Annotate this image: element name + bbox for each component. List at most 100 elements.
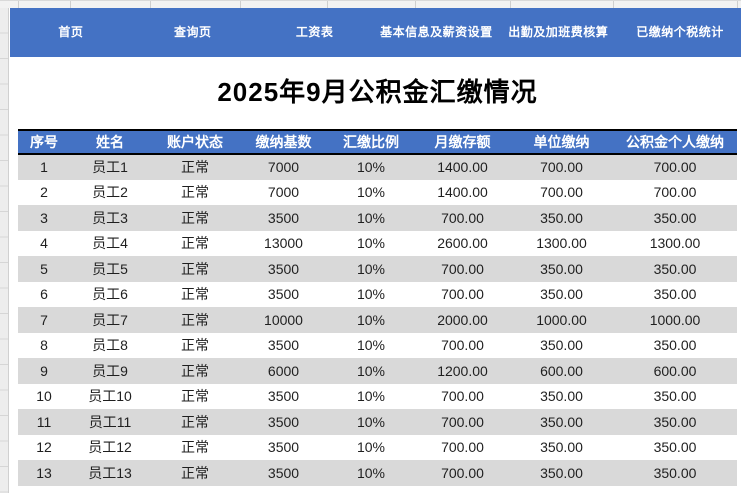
table-cell[interactable]: 700.00 bbox=[415, 256, 510, 282]
table-cell[interactable]: 10% bbox=[327, 434, 415, 460]
table-cell[interactable]: 2 bbox=[18, 179, 70, 205]
table-cell[interactable]: 正常 bbox=[150, 230, 240, 256]
table-cell[interactable]: 350.00 bbox=[613, 256, 737, 282]
column-header[interactable]: 缴纳基数 bbox=[240, 129, 327, 155]
table-cell[interactable]: 350.00 bbox=[613, 332, 737, 358]
table-cell[interactable]: 350.00 bbox=[613, 460, 737, 486]
table-cell[interactable]: 员工2 bbox=[70, 179, 150, 205]
table-cell[interactable]: 正常 bbox=[150, 281, 240, 307]
table-cell[interactable]: 10% bbox=[327, 409, 415, 435]
table-cell[interactable]: 10% bbox=[327, 460, 415, 486]
table-cell[interactable]: 350.00 bbox=[510, 256, 613, 282]
table-cell[interactable]: 1300.00 bbox=[510, 230, 613, 256]
table-cell[interactable]: 员工8 bbox=[70, 332, 150, 358]
table-cell[interactable]: 正常 bbox=[150, 205, 240, 231]
table-cell[interactable]: 员工12 bbox=[70, 434, 150, 460]
table-cell[interactable]: 9 bbox=[18, 358, 70, 384]
table-cell[interactable]: 员工11 bbox=[70, 409, 150, 435]
table-cell[interactable]: 1 bbox=[18, 154, 70, 180]
table-cell[interactable]: 13000 bbox=[240, 230, 327, 256]
table-cell[interactable]: 员工4 bbox=[70, 230, 150, 256]
table-cell[interactable]: 3500 bbox=[240, 434, 327, 460]
table-cell[interactable]: 正常 bbox=[150, 409, 240, 435]
table-cell[interactable]: 员工1 bbox=[70, 154, 150, 180]
table-cell[interactable]: 员工3 bbox=[70, 205, 150, 231]
table-cell[interactable]: 5 bbox=[18, 256, 70, 282]
table-cell[interactable]: 正常 bbox=[150, 460, 240, 486]
table-cell[interactable]: 350.00 bbox=[510, 409, 613, 435]
table-cell[interactable]: 10% bbox=[327, 230, 415, 256]
column-header[interactable]: 序号 bbox=[18, 129, 70, 155]
column-header[interactable]: 月缴存额 bbox=[415, 129, 510, 155]
table-cell[interactable]: 员工9 bbox=[70, 358, 150, 384]
table-cell[interactable]: 员工7 bbox=[70, 307, 150, 333]
table-cell[interactable]: 2000.00 bbox=[415, 307, 510, 333]
column-header[interactable]: 汇缴比例 bbox=[327, 129, 415, 155]
table-cell[interactable]: 6000 bbox=[240, 358, 327, 384]
table-cell[interactable]: 员工5 bbox=[70, 256, 150, 282]
table-cell[interactable]: 350.00 bbox=[613, 281, 737, 307]
table-cell[interactable]: 13 bbox=[18, 460, 70, 486]
table-cell[interactable]: 员工6 bbox=[70, 281, 150, 307]
table-cell[interactable]: 3500 bbox=[240, 409, 327, 435]
table-cell[interactable]: 正常 bbox=[150, 358, 240, 384]
table-cell[interactable]: 12 bbox=[18, 434, 70, 460]
table-cell[interactable]: 350.00 bbox=[510, 332, 613, 358]
table-cell[interactable]: 700.00 bbox=[613, 179, 737, 205]
table-cell[interactable]: 8 bbox=[18, 332, 70, 358]
table-cell[interactable]: 350.00 bbox=[613, 205, 737, 231]
table-cell[interactable]: 350.00 bbox=[613, 383, 737, 409]
table-cell[interactable]: 700.00 bbox=[415, 332, 510, 358]
table-cell[interactable]: 10000 bbox=[240, 307, 327, 333]
table-cell[interactable]: 正常 bbox=[150, 179, 240, 205]
column-header[interactable]: 单位缴纳 bbox=[510, 129, 613, 155]
table-cell[interactable]: 7000 bbox=[240, 179, 327, 205]
table-cell[interactable]: 正常 bbox=[150, 256, 240, 282]
table-cell[interactable]: 350.00 bbox=[510, 434, 613, 460]
table-cell[interactable]: 350.00 bbox=[510, 205, 613, 231]
table-cell[interactable]: 正常 bbox=[150, 307, 240, 333]
table-cell[interactable]: 700.00 bbox=[510, 179, 613, 205]
table-cell[interactable]: 10% bbox=[327, 205, 415, 231]
nav-item-salary-sheet[interactable]: 工资表 bbox=[295, 25, 334, 39]
table-cell[interactable]: 3500 bbox=[240, 332, 327, 358]
nav-item-query[interactable]: 查询页 bbox=[173, 25, 212, 39]
table-cell[interactable]: 700.00 bbox=[613, 154, 737, 180]
table-cell[interactable]: 员工10 bbox=[70, 383, 150, 409]
table-cell[interactable]: 3500 bbox=[240, 281, 327, 307]
table-cell[interactable]: 2600.00 bbox=[415, 230, 510, 256]
nav-item-basic-info[interactable]: 基本信息及薪资设置 bbox=[380, 25, 493, 39]
column-header[interactable]: 姓名 bbox=[70, 129, 150, 155]
table-cell[interactable]: 10% bbox=[327, 256, 415, 282]
table-cell[interactable]: 3500 bbox=[240, 205, 327, 231]
table-cell[interactable]: 700.00 bbox=[415, 434, 510, 460]
table-cell[interactable]: 3500 bbox=[240, 460, 327, 486]
table-cell[interactable]: 10% bbox=[327, 307, 415, 333]
table-cell[interactable]: 350.00 bbox=[613, 409, 737, 435]
column-header[interactable]: 公积金个人缴纳 bbox=[613, 129, 737, 155]
table-cell[interactable]: 7 bbox=[18, 307, 70, 333]
table-cell[interactable]: 1300.00 bbox=[613, 230, 737, 256]
table-cell[interactable]: 10% bbox=[327, 154, 415, 180]
table-cell[interactable]: 正常 bbox=[150, 434, 240, 460]
table-cell[interactable]: 600.00 bbox=[613, 358, 737, 384]
table-cell[interactable]: 1200.00 bbox=[415, 358, 510, 384]
table-cell[interactable]: 员工13 bbox=[70, 460, 150, 486]
nav-item-tax-stats[interactable]: 已缴纳个税统计 bbox=[636, 25, 724, 39]
table-cell[interactable]: 正常 bbox=[150, 154, 240, 180]
table-cell[interactable]: 10% bbox=[327, 358, 415, 384]
nav-item-attendance[interactable]: 出勤及加班费核算 bbox=[508, 25, 609, 39]
table-cell[interactable]: 3 bbox=[18, 205, 70, 231]
table-cell[interactable]: 700.00 bbox=[415, 460, 510, 486]
table-cell[interactable]: 10% bbox=[327, 332, 415, 358]
column-header[interactable]: 账户状态 bbox=[150, 129, 240, 155]
table-cell[interactable]: 350.00 bbox=[613, 434, 737, 460]
table-cell[interactable]: 700.00 bbox=[510, 154, 613, 180]
table-cell[interactable]: 7000 bbox=[240, 154, 327, 180]
table-cell[interactable]: 700.00 bbox=[415, 281, 510, 307]
table-cell[interactable]: 700.00 bbox=[415, 409, 510, 435]
table-cell[interactable]: 1400.00 bbox=[415, 154, 510, 180]
table-cell[interactable]: 600.00 bbox=[510, 358, 613, 384]
table-cell[interactable]: 1000.00 bbox=[613, 307, 737, 333]
nav-item-home[interactable]: 首页 bbox=[58, 25, 84, 39]
